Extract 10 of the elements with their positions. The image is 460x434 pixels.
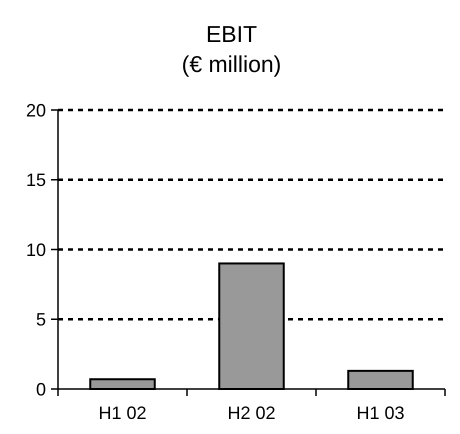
chart-title: EBIT <box>206 21 258 47</box>
x-tick-label: H2 02 <box>227 403 276 423</box>
y-tick-label: 0 <box>36 379 46 400</box>
x-tick-label: H1 02 <box>98 403 147 423</box>
y-tick-label: 10 <box>26 240 46 260</box>
y-tick-label: 20 <box>26 100 46 120</box>
x-tick-label: H1 03 <box>356 403 405 423</box>
y-tick-label: 15 <box>26 170 46 190</box>
chart-subtitle: (€ million) <box>182 51 282 77</box>
y-tick-label: 5 <box>36 310 46 330</box>
